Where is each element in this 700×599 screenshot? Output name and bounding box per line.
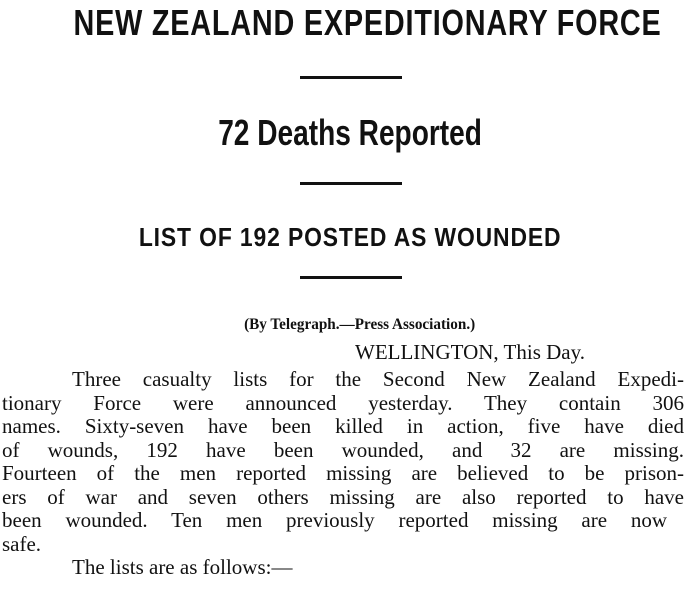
- body-line: ers of war and seven others missing are …: [2, 484, 684, 509]
- body-line: names. Sixty-seven have been killed in a…: [2, 414, 684, 438]
- body-line: Fourteen of the men reported missing are…: [2, 461, 684, 485]
- body-line: of wounds, 192 have been wounded, and 32…: [2, 437, 684, 462]
- body-line: Three casualty lists for the Second New …: [72, 367, 684, 391]
- body-line: tionary Force were announced yesterday. …: [2, 390, 684, 415]
- subheadline: 72 Deaths Reported: [218, 112, 482, 153]
- body-line: been wounded. Ten men previously reporte…: [2, 508, 667, 532]
- divider: [300, 76, 402, 79]
- body-line: safe.: [2, 531, 42, 556]
- dateline: WELLINGTON, This Day.: [355, 340, 585, 364]
- body-line: The lists are as follows:—: [72, 555, 293, 579]
- divider: [300, 182, 402, 185]
- article-body: Three casualty lists for the Second New …: [2, 367, 684, 580]
- subheadline-secondary: LIST OF 192 POSTED AS WOUNDED: [138, 222, 562, 252]
- divider: [300, 276, 402, 279]
- headline: NEW ZEALAND EXPEDITIONARY FORCE: [73, 2, 662, 43]
- byline: (By Telegraph.—Press Association.): [244, 316, 476, 333]
